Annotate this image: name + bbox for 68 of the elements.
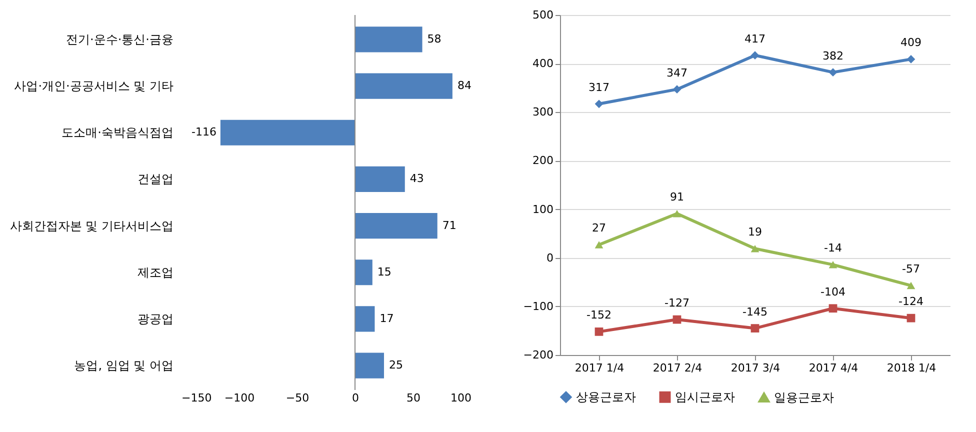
- data-label: 27: [592, 222, 606, 235]
- point: [828, 68, 838, 76]
- x-tick-label: 50: [406, 392, 420, 404]
- y-tick-label: −100: [523, 300, 554, 313]
- x-tick-label: 2017 3/4: [730, 362, 780, 374]
- data-label: 15: [377, 265, 392, 278]
- y-tick-label: 농업, 임업 및 어업: [74, 358, 174, 373]
- data-label: 58: [427, 32, 442, 46]
- point: [750, 245, 760, 252]
- y-tick-label: 사회간접자본 및 기타서비스업: [10, 218, 174, 233]
- data-label: -152: [586, 308, 612, 322]
- y-tick-label: 300: [532, 106, 554, 119]
- y-tick-label: 400: [532, 57, 554, 70]
- point: [672, 210, 682, 218]
- x-tick-label: −150: [182, 392, 212, 404]
- y-tick-label: 전기·운수·통신·금융: [66, 32, 174, 46]
- y-tick-label: 건설업: [138, 172, 174, 186]
- data-label: 17: [380, 312, 394, 325]
- point: [750, 324, 760, 332]
- data-label: 43: [410, 172, 424, 186]
- data-label: 25: [389, 358, 403, 372]
- legend-label: 상용근로자: [576, 390, 636, 404]
- data-label: -145: [742, 305, 768, 318]
- x-tick-label: 2017 4/4: [808, 362, 858, 374]
- y-tick-label: −200: [523, 348, 554, 362]
- data-label: -116: [191, 126, 216, 139]
- data-label: -57: [902, 262, 920, 276]
- point: [828, 304, 838, 313]
- y-tick-label: 0: [546, 251, 554, 264]
- data-label: 409: [900, 36, 922, 50]
- y-tick-label: 500: [532, 8, 554, 22]
- data-label: 91: [670, 190, 684, 204]
- point: [906, 55, 916, 64]
- legend-label: 임시근로자: [675, 390, 735, 404]
- data-label: 19: [748, 226, 762, 239]
- point: [672, 315, 682, 324]
- data-label: -124: [898, 295, 924, 308]
- point: [906, 282, 916, 290]
- point: [594, 100, 604, 108]
- data-label: 417: [744, 32, 766, 46]
- y-tick-label: 제조업: [138, 265, 174, 280]
- x-tick-label: −100: [224, 392, 255, 404]
- data-label: 347: [666, 66, 688, 80]
- data-label: 382: [822, 49, 844, 62]
- y-tick-label: 도소매·숙박음식점업: [62, 126, 174, 140]
- data-label: -14: [824, 242, 842, 255]
- x-tick-label: 2018 1/4: [886, 362, 936, 374]
- point: [750, 51, 760, 60]
- legend-label: 일용근로자: [774, 390, 834, 404]
- data-label: 84: [457, 79, 472, 92]
- data-label: -127: [664, 296, 690, 310]
- y-tick-label: 100: [532, 202, 554, 216]
- x-tick-label: 2017 2/4: [652, 362, 702, 374]
- y-tick-label: 사업·개인·공공서비스 및 기타: [14, 79, 174, 94]
- x-tick-label: 0: [352, 392, 359, 404]
- point: [672, 85, 682, 94]
- x-tick-label: 100: [450, 392, 472, 404]
- data-label: 71: [442, 218, 456, 232]
- data-label: 317: [588, 80, 610, 94]
- x-tick-label: −50: [286, 392, 310, 404]
- point: [594, 328, 604, 336]
- data-label: -104: [820, 285, 846, 298]
- y-tick-label: 200: [532, 154, 554, 168]
- point: [906, 314, 916, 322]
- point: [594, 241, 604, 248]
- y-tick-label: 광공업: [138, 312, 174, 326]
- x-tick-label: 2017 1/4: [574, 362, 624, 374]
- point: [828, 261, 838, 268]
